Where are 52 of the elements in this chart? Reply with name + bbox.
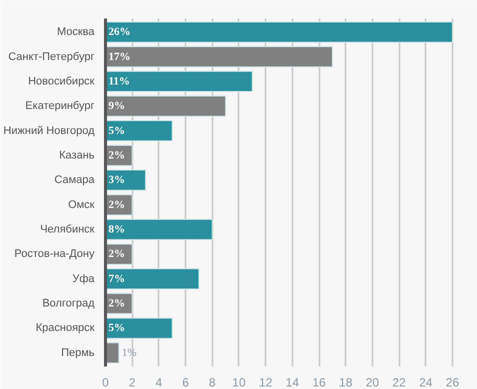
x-tick-label: 16: [312, 376, 326, 389]
y-tick-label: Омск: [68, 198, 95, 211]
y-tick-label: Уфа: [72, 272, 96, 285]
bar: [106, 342, 120, 364]
x-tick-label: 6: [182, 376, 190, 389]
bar: [106, 96, 226, 117]
data-label: 2%: [108, 149, 125, 162]
data-label: 11%: [108, 75, 130, 88]
data-label: 26%: [108, 26, 130, 38]
data-label: 7%: [108, 272, 125, 285]
x-tick-label: 26: [446, 376, 460, 389]
bar: [106, 120, 173, 142]
x-tick-label: 0: [102, 376, 110, 389]
y-tick-label: Казань: [59, 149, 95, 162]
y-tick-label: Москва: [56, 26, 96, 38]
x-tick-label: 10: [232, 376, 246, 389]
x-tick-label: 20: [366, 376, 380, 389]
x-tick-label: 18: [339, 376, 353, 389]
data-label: 2%: [108, 198, 125, 211]
data-label: 8%: [108, 224, 125, 236]
bar: [106, 218, 213, 240]
data-label: 2%: [108, 248, 125, 260]
x-tick-label: 8: [208, 376, 216, 389]
y-tick-label: Красноярск: [36, 322, 95, 334]
y-tick-label: Самара: [54, 174, 96, 186]
bar: [106, 318, 173, 339]
y-tick-label: Челябинск: [40, 224, 95, 236]
x-tick-label: 14: [286, 376, 300, 389]
x-tick-label: 12: [258, 376, 273, 389]
data-label: 1%: [122, 346, 137, 359]
y-tick-label: Нижний Новгород: [3, 124, 96, 137]
bar: [106, 46, 333, 68]
data-label: 5%: [108, 322, 125, 334]
y-tick-label: Ростов-на-Дону: [14, 248, 95, 260]
y-tick-label: Пермь: [61, 346, 95, 359]
data-label: 3%: [108, 174, 125, 186]
data-label: 5%: [108, 124, 125, 137]
x-tick-label: 24: [419, 376, 433, 389]
y-tick-label: Екатеринбург: [25, 100, 94, 112]
bar: [106, 268, 200, 290]
data-label: 9%: [108, 100, 125, 112]
y-tick-label: Новосибирск: [28, 75, 95, 88]
x-tick-label: 2: [128, 376, 136, 389]
bar: [106, 70, 253, 92]
data-label: 17%: [108, 50, 130, 63]
x-tick-label: 4: [156, 376, 163, 389]
y-tick-label: Санкт-Петербург: [8, 50, 95, 63]
y-tick-label: Волгоград: [42, 298, 96, 310]
bar: [106, 170, 146, 191]
x-tick-label: 22: [392, 376, 406, 389]
data-label: 2%: [108, 298, 125, 310]
bar: [106, 21, 453, 43]
